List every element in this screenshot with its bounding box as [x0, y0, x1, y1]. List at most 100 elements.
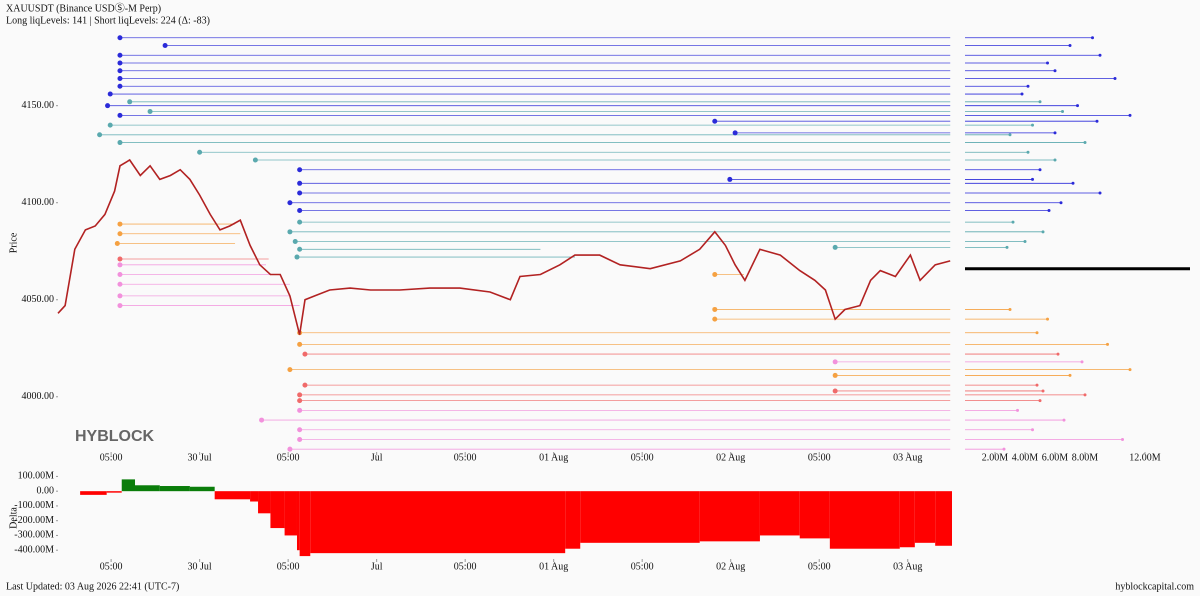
liq-level-dot	[105, 103, 111, 109]
liq-size-dot	[1005, 245, 1009, 249]
y-tick-label: -400.00M	[14, 544, 54, 555]
delta-bar	[121, 479, 136, 492]
x-tick-label: 01 Aug	[539, 561, 568, 572]
liq-size-dot	[1071, 181, 1075, 185]
price-line	[57, 158, 951, 335]
liq-level-dot	[117, 140, 123, 146]
delta-bar	[299, 491, 311, 557]
x-tick-label: 03 Aug	[893, 561, 922, 572]
liq-size-dot	[1098, 191, 1102, 195]
liq-level-dot	[287, 200, 293, 206]
liq-level-dot	[302, 351, 308, 357]
liq-size-dot	[1008, 307, 1012, 311]
delta-bar	[106, 491, 122, 493]
liq-size-dot	[1041, 389, 1045, 393]
liq-level-dot	[832, 359, 838, 365]
liq-level-dot	[297, 190, 303, 196]
x-tick-label: 02 Aug	[716, 452, 745, 463]
x-tick-label: 30 Jul	[188, 452, 212, 463]
liq-level-dot	[147, 109, 153, 115]
liq-level-dot	[297, 398, 303, 404]
liq-size-dot	[1038, 100, 1042, 104]
liq-level-dot	[162, 43, 168, 49]
x-tick-label: 05:00	[631, 452, 654, 463]
liq-level-dot	[297, 207, 303, 213]
x-tick-label: 8.00M	[1072, 452, 1099, 463]
delta-bar	[284, 491, 297, 536]
liq-level-dot	[302, 382, 308, 388]
liq-level-dot	[297, 219, 303, 225]
liq-level-dot	[712, 316, 718, 322]
liq-level-dot	[712, 118, 718, 124]
x-tick-label: 05:00	[808, 561, 831, 572]
liq-level-dot	[97, 132, 103, 138]
liq-level-dot	[297, 180, 303, 186]
liq-level-dot	[297, 392, 303, 398]
liq-level-dot	[732, 130, 738, 136]
x-tick-label: 2.00M	[982, 452, 1009, 463]
x-tick-label: 05:00	[277, 452, 300, 463]
liq-level-dot	[292, 239, 298, 245]
footer-updated: Last Updated: 03 Aug 2026 22:41 (UTC-7)	[6, 581, 179, 592]
x-tick-label: 05:00	[808, 452, 831, 463]
x-tick-label: 03 Aug	[893, 452, 922, 463]
liq-level-dot	[297, 167, 303, 173]
y-tick-label: 100.00M	[18, 471, 55, 482]
delta-bar	[935, 491, 952, 546]
liq-size-dot	[1053, 69, 1057, 73]
liq-size-dot	[1011, 220, 1015, 224]
liq-level-dot	[117, 293, 123, 299]
liq-size-dot	[1068, 44, 1072, 48]
liq-size-dot	[1038, 168, 1042, 172]
liq-size-dot	[1056, 352, 1060, 356]
delta-bar	[565, 491, 581, 549]
liq-level-dot	[117, 83, 123, 89]
liq-level-dot	[117, 76, 123, 82]
delta-bar	[580, 491, 700, 543]
liq-size-dot	[1046, 317, 1049, 321]
liq-level-dot	[117, 35, 123, 41]
liq-size-dot	[1068, 373, 1072, 377]
liq-level-dot	[107, 91, 113, 97]
liq-level-dot	[107, 122, 113, 128]
y-tick-label: 4150.00	[22, 100, 55, 111]
liq-size-dot	[1038, 399, 1042, 403]
y-tick-label: 0.00	[37, 485, 55, 496]
delta-bar	[135, 485, 160, 492]
x-tick-label: 05:00	[454, 452, 477, 463]
liq-size-dot	[1020, 92, 1024, 96]
liq-level-dot	[117, 52, 123, 58]
delta-bar	[258, 491, 271, 514]
liq-level-dot	[297, 407, 303, 413]
delta-bar	[310, 491, 566, 554]
liq-size-dot	[1106, 342, 1109, 346]
liq-size-dot	[1026, 84, 1030, 88]
x-tick-label: 4.00M	[1012, 452, 1039, 463]
liq-level-dot	[287, 229, 293, 235]
y-tick-label: -200.00M	[14, 515, 54, 526]
delta-bar	[799, 491, 830, 539]
liq-size-dot	[1031, 123, 1034, 127]
liq-size-dot	[1008, 133, 1012, 137]
liq-level-dot	[712, 272, 718, 278]
liq-level-dot	[117, 262, 123, 268]
liq-size-dot	[1128, 113, 1132, 117]
liq-size-dot	[1128, 368, 1132, 372]
liq-size-dot	[1035, 383, 1039, 387]
liq-size-dot	[1061, 110, 1064, 114]
liq-level-dot	[117, 281, 123, 287]
delta-bar	[899, 491, 915, 548]
liq-level-dot	[832, 244, 838, 250]
liq-level-dot	[127, 99, 133, 105]
liq-level-dot	[297, 341, 303, 347]
liq-level-dot	[117, 60, 123, 66]
liq-size-dot	[1083, 393, 1087, 397]
delta-bar	[914, 491, 936, 543]
liq-size-dot	[1083, 141, 1087, 145]
liq-size-dot	[1035, 331, 1039, 335]
delta-bar	[189, 486, 215, 492]
y-tick-label: -100.00M	[14, 500, 54, 511]
liq-size-dot	[1121, 437, 1124, 441]
liq-size-dot	[1059, 201, 1063, 205]
